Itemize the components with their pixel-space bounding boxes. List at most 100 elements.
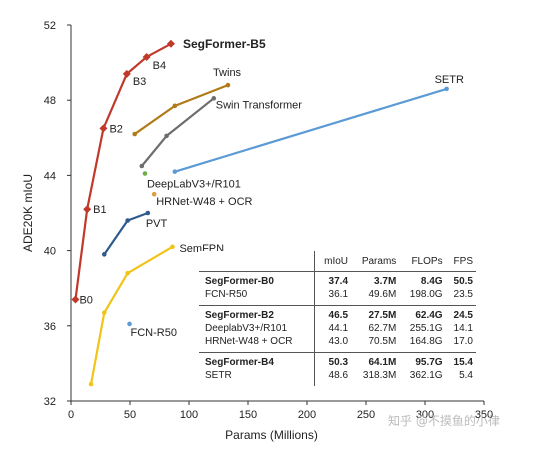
table-cell: 17.0 [453,336,473,347]
table-cell: 70.5M [368,336,397,347]
series-name-label: PVT [146,218,168,230]
table-cell: 44.1 [314,322,352,335]
point-label: B0 [79,294,92,306]
table-cell: 49.6M [368,289,397,300]
y-tick-label: 32 [44,396,56,408]
x-tick-label: 350 [475,409,493,421]
table-cell: 46.5 [314,305,352,322]
data-point-marker [172,103,178,109]
data-point-marker [225,82,231,88]
table-group: SegFormer-B4 50.3 64.1M 95.7G 15.4 SETR 48.6 31… [199,352,476,386]
table-row: SETR 48.6 318.3M 362.1G 5.4 [199,369,476,386]
data-point-marker [132,131,138,137]
data-point-marker [71,295,80,304]
data-point-marker [101,310,107,315]
x-tick-label: 0 [68,409,74,421]
series-name-label: SETR [435,74,464,86]
x-tick-label: 250 [357,409,375,421]
table-cell: 14.1 [453,323,473,334]
data-point-marker [142,52,151,61]
x-tick-label: 300 [416,409,434,421]
table-group: SegFormer-B2 46.5 27.5M 62.4G 24.5 DeeplabV3+… [199,305,476,353]
table-cell: 95.7G [415,357,443,368]
x-axis-label: Params (Millions) [225,428,318,442]
column-header: mIoU [314,251,352,272]
column-header: FPS [453,256,473,267]
series-name-label: DeepLabV3+/R101 [147,179,241,191]
point-label: B1 [93,204,106,216]
table-cell: 198.0G [409,289,443,300]
data-point-marker [139,163,145,169]
series-name-label: FCN-R50 [131,327,177,339]
series-line [74,42,172,300]
watermark-text: 知乎 @不摸鱼的小律 [388,414,500,428]
data-point-marker [122,69,131,78]
table-cell: 15.4 [453,357,473,368]
table-cell: 64.1M [368,357,397,368]
column-header: Params [361,256,397,267]
table-cell: 50.3 [314,352,352,369]
y-axis-label: ADE20K mIoU [21,174,35,252]
data-point-marker [142,171,148,176]
comparison-table: mIoU Params FLOPs FPS SegFormer-B0 37.4 3.7M 8.… [199,251,476,386]
data-point-marker [145,210,151,216]
table-cell: 43.0 [314,335,352,353]
data-point-marker [99,124,108,133]
series-line [174,87,447,173]
data-point-marker [127,321,132,327]
data-point-marker [170,244,175,250]
point-label: B4 [153,60,166,72]
x-tick-label: 150 [239,409,257,421]
data-point-marker [166,39,175,48]
table-cell: FCN-R50 [205,289,248,300]
column-header: FLOPs [411,256,443,267]
table-cell: SegFormer-B4 [205,357,274,368]
table-row: SegFormer-B2 46.5 27.5M 62.4G 24.5 [199,305,476,322]
series-line [140,97,215,167]
table-cell: SegFormer-B2 [205,310,274,321]
series-line [89,245,174,385]
table-row: DeeplabV3+/R101 44.1 62.7M 255.1G 14.1 [199,322,476,335]
data-point-marker [164,133,169,139]
table-cell: 8.4G [420,276,443,287]
data-point-marker [88,381,94,387]
series-name-label: SegFormer-B5 [183,37,266,51]
data-point-marker [101,252,107,257]
table-cell: 255.1G [409,323,443,334]
y-tick-label: 36 [44,321,56,333]
table-group: SegFormer-B0 37.4 3.7M 8.4G 50.5 FCN-R50 36.1 4… [199,271,476,306]
data-point-marker [444,86,449,92]
data-point-marker [125,270,130,276]
data-point-marker [172,169,178,174]
table-cell: SegFormer-B0 [205,276,274,287]
point-label: B3 [133,76,146,88]
table-header-row: mIoU Params FLOPs FPS [199,251,476,272]
series-name-label: Twins [213,67,242,79]
table-cell: 62.4G [415,310,443,321]
table-cell: SETR [205,370,232,381]
column-header [199,251,315,272]
table-row: HRNet-W48 + OCR 43.0 70.5M 164.8G 17.0 [199,335,476,353]
table-cell: 164.8G [409,336,443,347]
table-cell: 36.1 [314,288,352,306]
x-tick-label: 50 [124,409,136,421]
y-tick-label: 40 [44,246,56,258]
table-row: FCN-R50 36.1 49.6M 198.0G 23.5 [199,288,476,306]
point-label: B2 [109,123,122,135]
table-cell: 5.4 [459,370,473,381]
series-name-label: Swin Transformer [216,99,303,111]
data-point-marker [211,96,217,101]
table-row: SegFormer-B4 50.3 64.1M 95.7G 15.4 [199,352,476,369]
table-cell: 48.6 [314,369,352,386]
table-cell: 318.3M [362,370,397,381]
y-tick-label: 52 [44,20,56,32]
table-cell: DeeplabV3+/R101 [205,323,288,334]
series-name-label: HRNet-W48 + OCR [156,196,252,208]
y-tick-label: 44 [44,170,56,182]
table-row: SegFormer-B0 37.4 3.7M 8.4G 50.5 [199,271,476,288]
table-cell: HRNet-W48 + OCR [205,336,293,347]
table-cell: 37.4 [314,271,352,288]
table-cell: 3.7M [374,276,397,287]
